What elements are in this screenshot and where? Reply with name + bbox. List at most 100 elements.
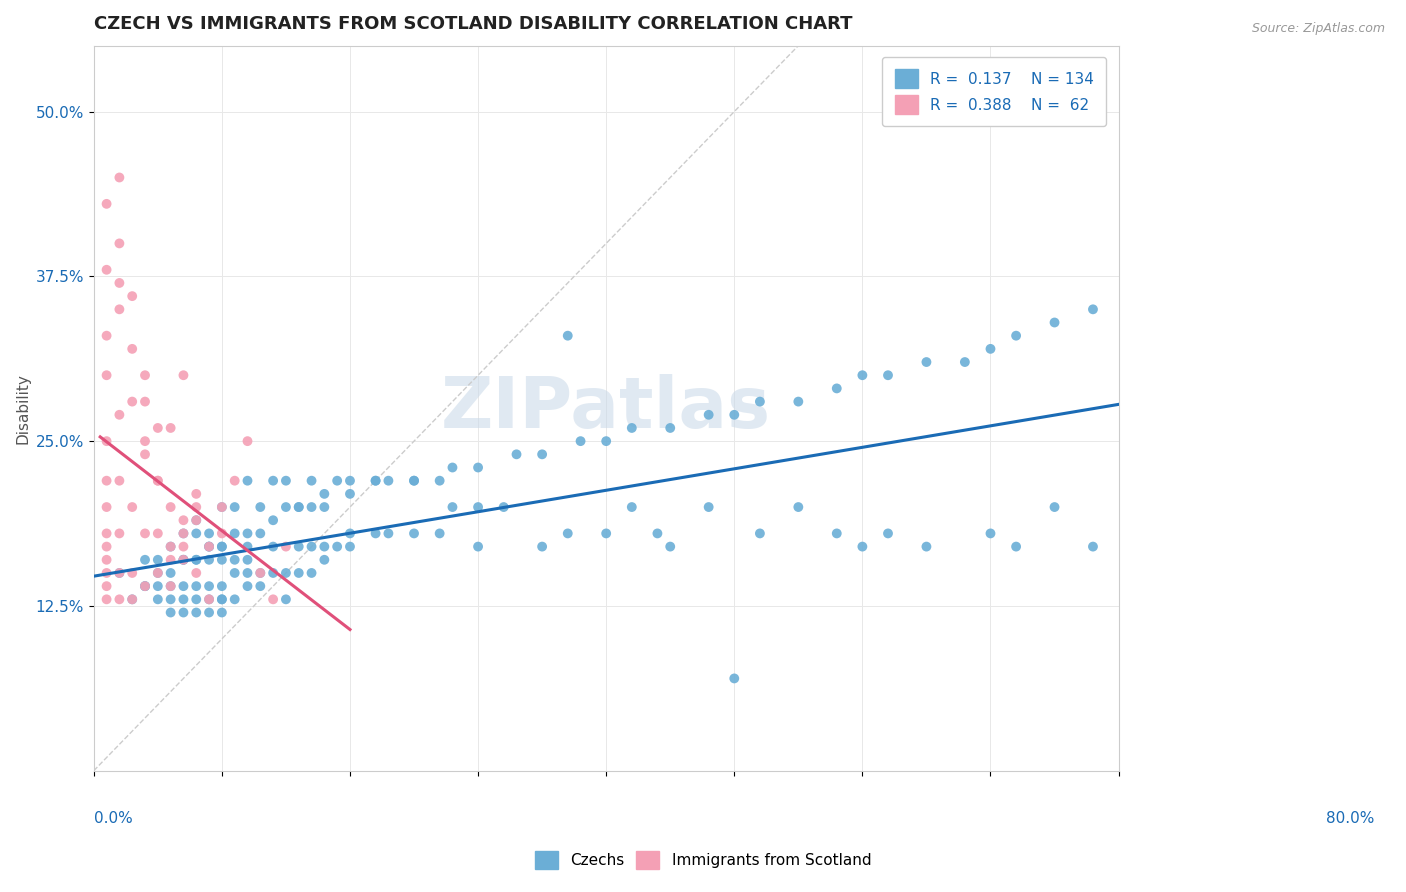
Point [108,302,131,317]
Point [979,342,1001,356]
Point [108,526,131,541]
Point [339,526,361,541]
Point [146,592,169,607]
Point [595,434,617,449]
Point [211,526,233,541]
Point [96,328,118,343]
Point [224,526,246,541]
Point [211,579,233,593]
Point [224,474,246,488]
Point [159,592,181,607]
Point [467,500,489,514]
Point [198,526,221,541]
Point [134,579,156,593]
Point [825,526,848,541]
Point [314,540,336,554]
Point [1043,500,1066,514]
Point [186,487,208,501]
Point [647,526,669,541]
Point [134,579,156,593]
Point [172,553,194,567]
Point [915,540,938,554]
Point [402,474,425,488]
Point [287,566,309,580]
Point [429,526,451,541]
Point [186,513,208,527]
Point [877,368,900,383]
Point [108,474,131,488]
Point [659,540,682,554]
Point [96,474,118,488]
Point [249,579,271,593]
Text: 0.0%: 0.0% [94,811,132,826]
Point [236,526,259,541]
Point [108,566,131,580]
Point [979,526,1001,541]
Point [339,474,361,488]
Point [159,500,181,514]
Point [172,606,194,620]
Point [402,474,425,488]
Point [186,500,208,514]
Point [96,579,118,593]
Point [121,592,143,607]
Point [134,526,156,541]
Point [377,526,399,541]
Point [146,421,169,435]
Point [186,606,208,620]
Point [211,553,233,567]
Point [159,421,181,435]
Point [1081,302,1104,317]
Y-axis label: Disability: Disability [15,373,30,443]
Point [121,566,143,580]
Point [274,592,297,607]
Point [108,170,131,185]
Point [172,553,194,567]
Point [787,500,810,514]
Point [211,606,233,620]
Point [620,500,643,514]
Point [236,553,259,567]
Point [224,553,246,567]
Point [172,526,194,541]
Point [198,592,221,607]
Point [429,474,451,488]
Point [249,500,271,514]
Text: Source: ZipAtlas.com: Source: ZipAtlas.com [1251,22,1385,36]
Point [1005,540,1028,554]
Point [96,197,118,211]
Point [134,447,156,461]
Point [531,540,554,554]
Point [134,579,156,593]
Point [249,566,271,580]
Point [172,579,194,593]
Point [249,566,271,580]
Point [262,474,284,488]
Point [236,579,259,593]
Point [121,592,143,607]
Point [301,540,323,554]
Point [186,566,208,580]
Point [211,500,233,514]
Point [953,355,976,369]
Legend: Czechs, Immigrants from Scotland: Czechs, Immigrants from Scotland [529,845,877,875]
Point [172,513,194,527]
Point [1005,328,1028,343]
Point [172,553,194,567]
Point [287,500,309,514]
Point [314,487,336,501]
Point [121,394,143,409]
Point [787,394,810,409]
Point [659,421,682,435]
Point [96,368,118,383]
Point [121,500,143,514]
Point [274,566,297,580]
Point [236,434,259,449]
Point [146,579,169,593]
Point [249,526,271,541]
Point [96,540,118,554]
Point [198,540,221,554]
Point [236,566,259,580]
Point [314,553,336,567]
Point [224,566,246,580]
